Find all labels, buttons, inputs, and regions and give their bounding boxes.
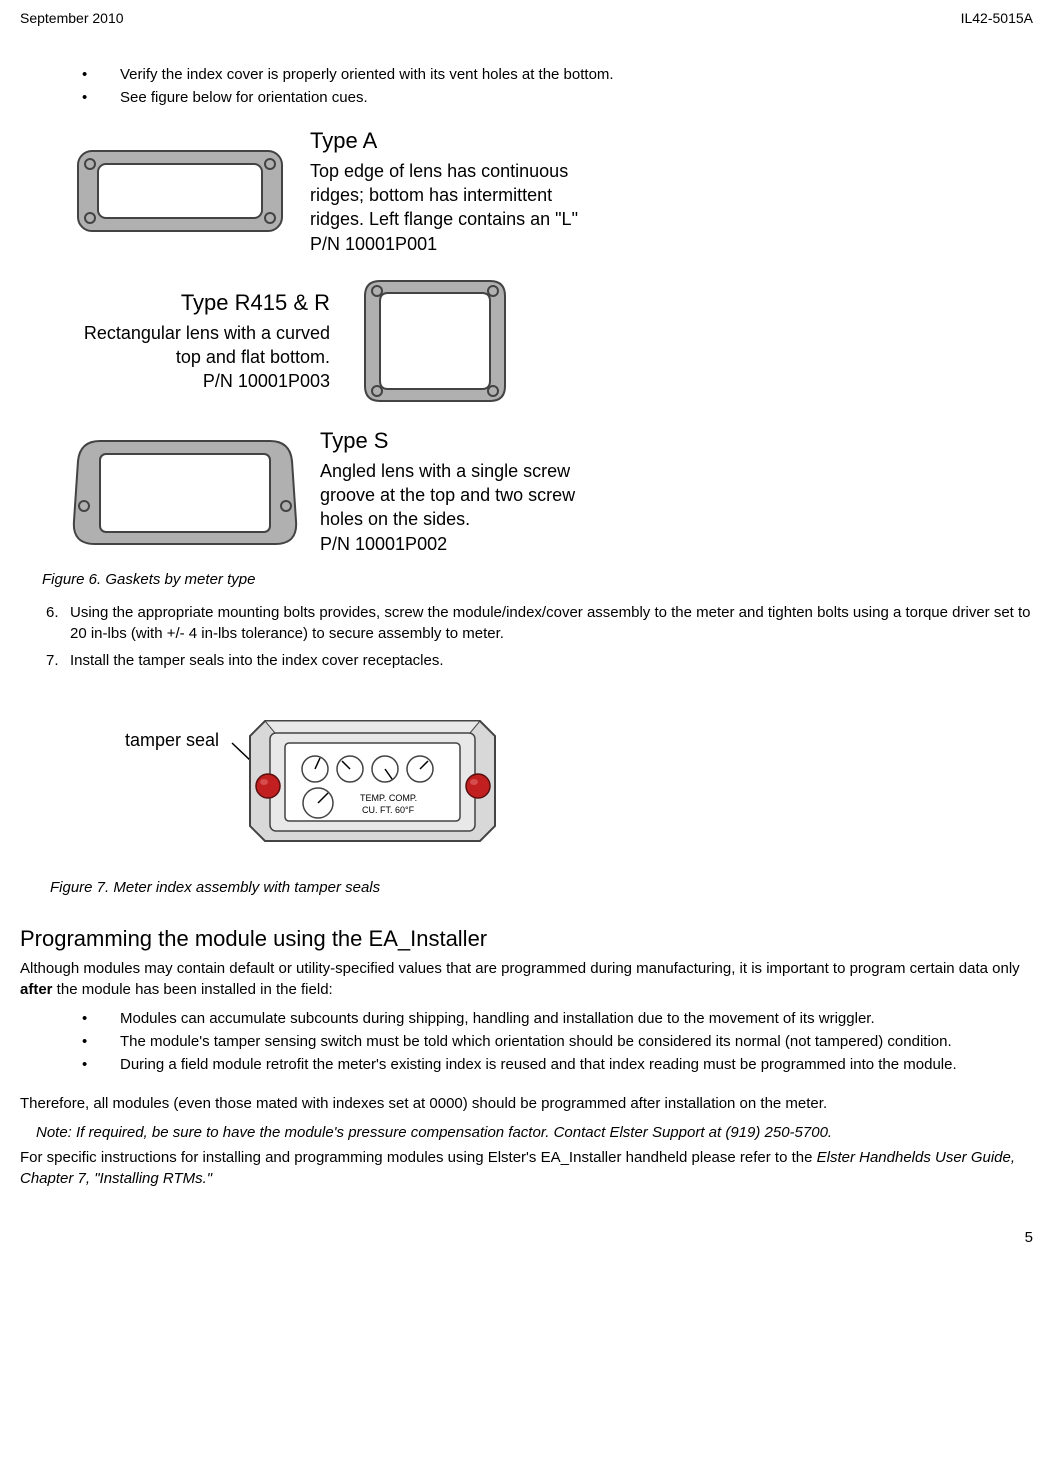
programming-therefore: Therefore, all modules (even those mated… — [20, 1093, 1033, 1114]
gasket-r-pn: P/N 10001P003 — [70, 369, 330, 393]
list-item: 7. Install the tamper seals into the ind… — [46, 650, 1033, 671]
tamper-label: tamper seal — [125, 730, 219, 750]
page-number: 5 — [20, 1229, 1033, 1246]
gasket-s-pn: P/N 10001P002 — [320, 532, 620, 556]
step-number: 6. — [46, 602, 59, 623]
gasket-a-pn: P/N 10001P001 — [310, 232, 610, 256]
gasket-r-title: Type R415 & R — [70, 288, 330, 318]
text: Although modules may contain default or … — [20, 960, 1020, 977]
figure-7-caption: Figure 7. Meter index assembly with tamp… — [50, 879, 1033, 896]
header-left: September 2010 — [20, 10, 124, 26]
gasket-a-title: Type A — [310, 126, 610, 156]
gasket-a-desc: Top edge of lens has continuous ridges; … — [310, 159, 610, 232]
gasket-r-diagram — [350, 271, 520, 411]
list-item: 6. Using the appropriate mounting bolts … — [46, 602, 1033, 644]
programming-intro: Although modules may contain default or … — [20, 958, 1033, 1000]
steps-list: 6. Using the appropriate mounting bolts … — [20, 602, 1033, 671]
gasket-s-title: Type S — [320, 426, 620, 456]
gasket-s-desc: Angled lens with a single screw groove a… — [320, 459, 620, 532]
list-item: The module's tamper sensing switch must … — [82, 1033, 1033, 1050]
list-item: Verify the index cover is properly orien… — [82, 66, 1033, 83]
programming-note: Note: If required, be sure to have the m… — [36, 1124, 1033, 1141]
figure-7: tamper seal TEMP. COMP. CU. FT. 60°F — [110, 691, 1033, 871]
step-text: Install the tamper seals into the index … — [70, 652, 444, 669]
text: the module has been installed in the fie… — [53, 981, 333, 998]
text: For specific instructions for installing… — [20, 1149, 817, 1166]
programming-bullets: Modules can accumulate subcounts during … — [20, 1010, 1033, 1073]
programming-final: For specific instructions for installing… — [20, 1147, 1033, 1189]
list-item: See figure below for orientation cues. — [82, 89, 1033, 106]
bold-text: after — [20, 981, 53, 998]
gasket-s-diagram — [70, 426, 300, 556]
step-number: 7. — [46, 650, 59, 671]
gasket-r-desc: Rectangular lens with a curved top and f… — [70, 321, 330, 370]
tamper-seal-diagram: tamper seal TEMP. COMP. CU. FT. 60°F — [110, 691, 510, 871]
step-text: Using the appropriate mounting bolts pro… — [70, 604, 1031, 642]
list-item: Modules can accumulate subcounts during … — [82, 1010, 1033, 1027]
list-item: During a field module retrofit the meter… — [82, 1056, 1033, 1073]
programming-heading: Programming the module using the EA_Inst… — [20, 926, 1033, 952]
header-right: IL42-5015A — [961, 10, 1033, 26]
gasket-a-diagram — [70, 136, 290, 246]
meter-text-2: CU. FT. 60°F — [362, 805, 415, 815]
figure-6-caption: Figure 6. Gaskets by meter type — [42, 571, 1033, 588]
figure-6: Type A Top edge of lens has continuous r… — [70, 126, 1033, 556]
meter-text-1: TEMP. COMP. — [360, 793, 417, 803]
top-bullet-list: Verify the index cover is properly orien… — [20, 66, 1033, 106]
